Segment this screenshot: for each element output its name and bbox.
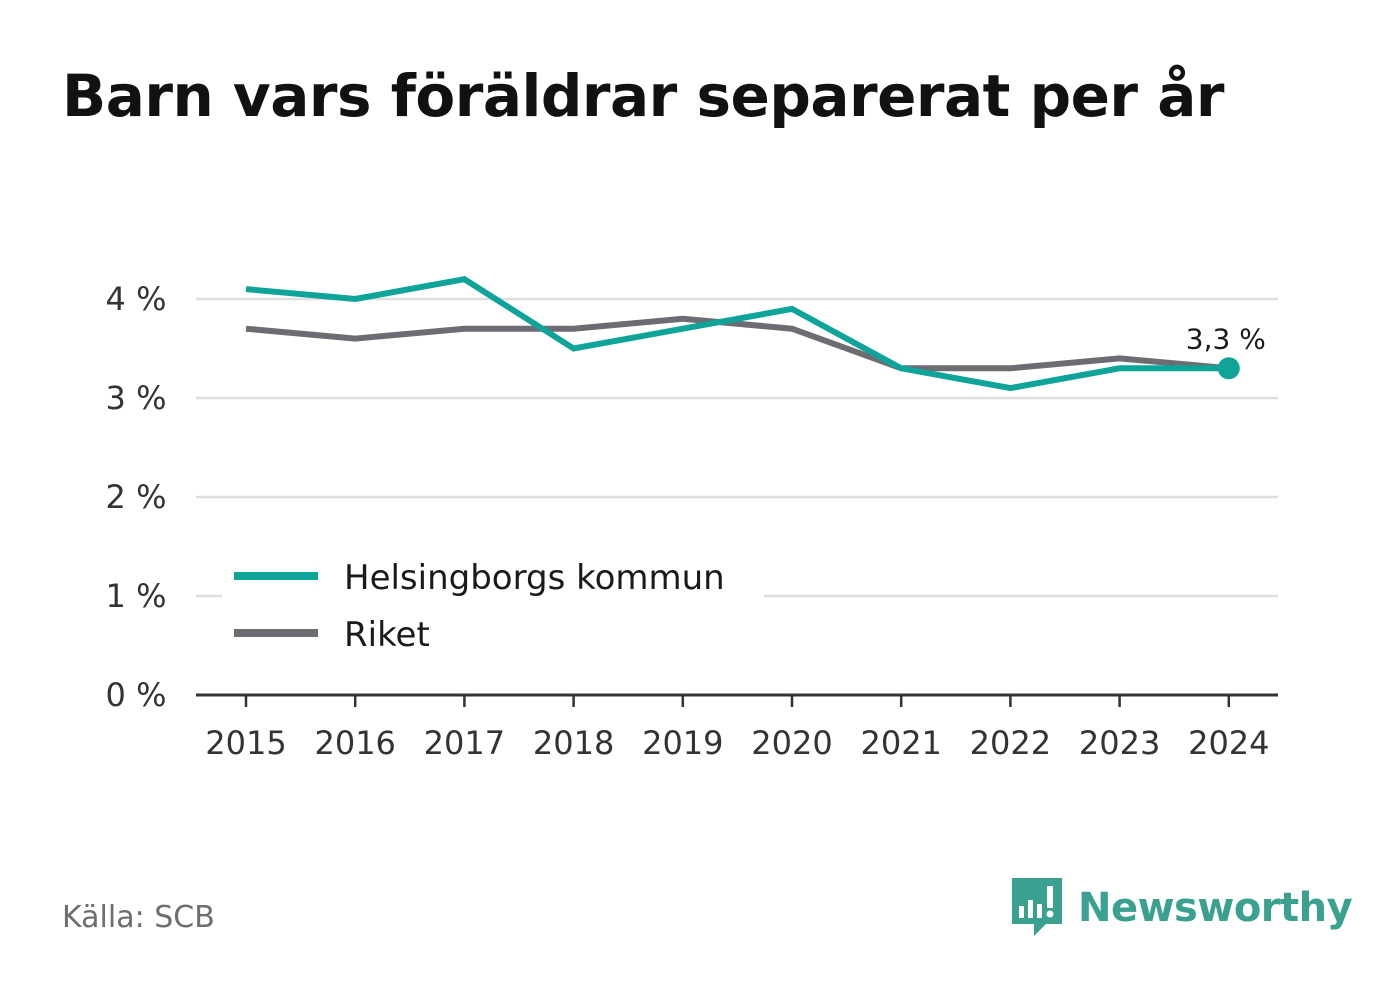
y-axis-ticks: 0 % 1 % 2 % 3 % 4 % bbox=[106, 280, 167, 714]
x-tick-label-2022: 2022 bbox=[970, 724, 1051, 762]
newsworthy-logo-icon bbox=[1012, 878, 1062, 936]
y-tick-label-2: 2 % bbox=[106, 478, 167, 516]
series-line-helsingborg bbox=[245, 276, 1229, 392]
x-tick-label-2019: 2019 bbox=[642, 724, 723, 762]
x-tick-label-2021: 2021 bbox=[860, 724, 941, 762]
y-tick-label-1: 1 % bbox=[106, 577, 167, 615]
source-note: Källa: SCB bbox=[62, 900, 215, 935]
end-point-marker bbox=[1217, 357, 1240, 380]
chart-title: Barn vars föräldrar separerat per år bbox=[62, 62, 1224, 130]
y-tick-label-0: 0 % bbox=[106, 676, 167, 714]
x-tick-label-2024: 2024 bbox=[1188, 724, 1269, 762]
x-tick-label-2015: 2015 bbox=[205, 724, 286, 762]
newsworthy-wordmark: Newsworthy bbox=[1078, 885, 1353, 931]
legend-background bbox=[222, 548, 764, 668]
x-tick-label-2018: 2018 bbox=[533, 724, 614, 762]
x-tick-label-2016: 2016 bbox=[314, 724, 395, 762]
end-value-label: 3,3 % bbox=[1186, 322, 1266, 355]
x-axis: 2015 2016 2017 2018 2019 2020 2021 2022 2023 2024 bbox=[196, 693, 1278, 762]
x-tick-label-2020: 2020 bbox=[751, 724, 832, 762]
newsworthy-logo: Newsworthy bbox=[1012, 878, 1353, 938]
y-tick-label-4: 4 % bbox=[106, 280, 167, 318]
legend: Helsingborgs kommun Riket bbox=[222, 548, 764, 668]
legend-label-riket: Riket bbox=[344, 615, 430, 655]
x-tick-label-2017: 2017 bbox=[424, 724, 505, 762]
x-tick-label-2023: 2023 bbox=[1079, 724, 1160, 762]
y-tick-label-3: 3 % bbox=[106, 379, 167, 417]
end-marker: 3,3 % bbox=[1186, 322, 1266, 380]
legend-label-helsingborg: Helsingborgs kommun bbox=[344, 558, 725, 598]
series-line-riket bbox=[245, 315, 1230, 372]
series-lines bbox=[245, 276, 1230, 392]
